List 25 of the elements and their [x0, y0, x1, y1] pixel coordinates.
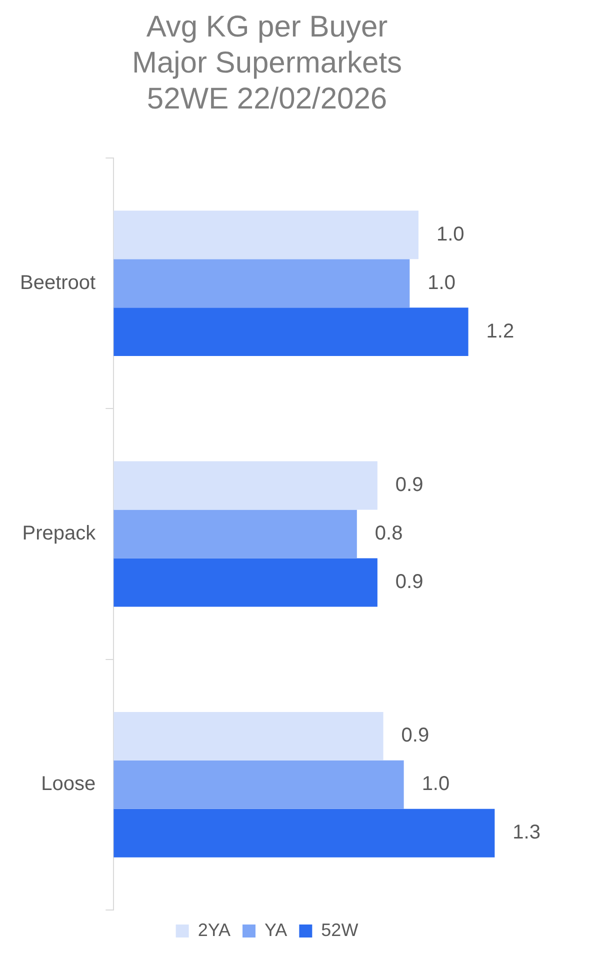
bar	[114, 712, 384, 760]
data-label: 0.8	[374, 522, 403, 545]
legend-label: 2YA	[198, 920, 230, 940]
y-tick-label: Beetroot	[20, 272, 96, 294]
bar	[114, 461, 378, 510]
bar	[114, 259, 410, 308]
data-label: 1.0	[422, 773, 450, 796]
y-tick-label: Loose	[41, 773, 96, 796]
data-label: 0.9	[395, 474, 424, 496]
data-label: 0.9	[395, 570, 424, 593]
bar	[114, 760, 404, 809]
bar	[114, 558, 378, 607]
y-tick-label: Prepack	[22, 522, 97, 545]
chart-title: Avg KG per Buyer Major Supermarkets 52WE 22/02/2026	[132, 10, 402, 116]
data-label: 0.9	[401, 724, 430, 747]
data-label: 1.2	[486, 320, 514, 342]
bar	[114, 308, 468, 356]
legend-label: YA	[264, 920, 288, 940]
data-label: 1.0	[436, 223, 464, 246]
bar	[114, 210, 418, 260]
bar	[114, 510, 357, 558]
data-label: 1.3	[512, 822, 540, 844]
bar	[114, 808, 495, 858]
legend-label: 52W	[321, 920, 358, 940]
data-label: 1.0	[428, 272, 456, 294]
